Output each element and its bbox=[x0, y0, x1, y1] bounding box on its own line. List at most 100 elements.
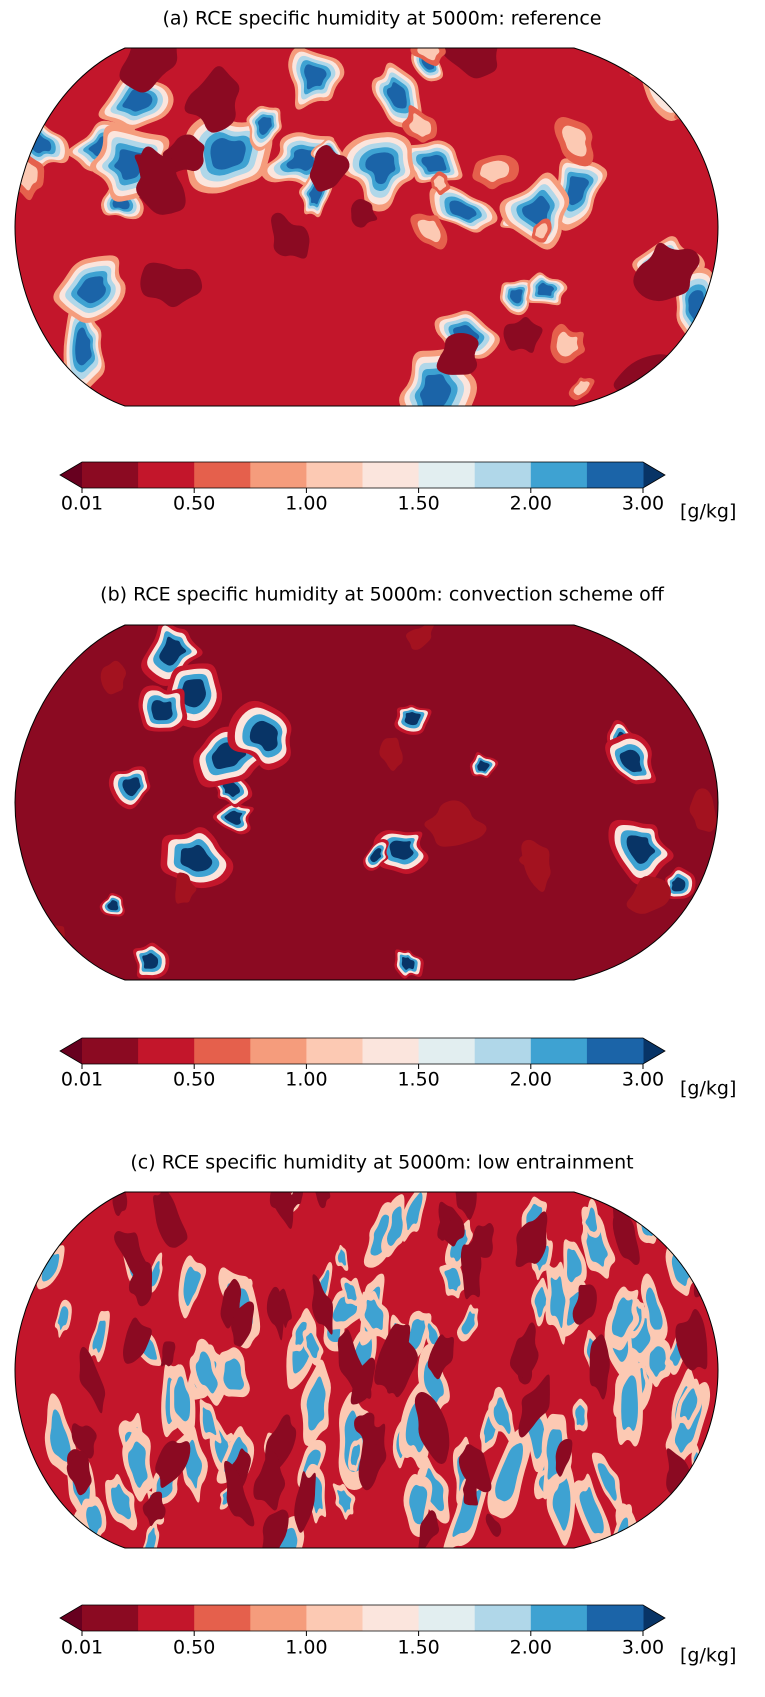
humidity-patch bbox=[52, 1526, 67, 1561]
colorbar-tick-label: 0.50 bbox=[173, 1637, 215, 1659]
humidity-patch bbox=[0, 87, 27, 112]
humidity-patch bbox=[646, 43, 684, 76]
humidity-patch bbox=[151, 700, 172, 720]
colorbar-under bbox=[60, 1605, 82, 1631]
colorbar-box bbox=[419, 1605, 476, 1631]
colorbar-box bbox=[306, 1605, 363, 1631]
colorbar-tick-label: 3.00 bbox=[622, 1637, 664, 1659]
colorbar-tick-label: 1.00 bbox=[285, 1069, 327, 1091]
humidity-patch bbox=[7, 91, 23, 105]
colorbar-box bbox=[531, 462, 588, 488]
colorbar-tick-label: 1.00 bbox=[285, 1637, 327, 1659]
colorbar-box bbox=[194, 462, 251, 488]
colorbar-tick-label: 0.01 bbox=[61, 1637, 103, 1659]
panel-title: (b) RCE specific humidity at 5000m: conv… bbox=[100, 584, 665, 606]
humidity-patch bbox=[681, 961, 700, 978]
colorbar-tick-label: 0.50 bbox=[173, 493, 215, 515]
colorbar-tick-label: 3.00 bbox=[622, 1069, 664, 1091]
humidity-patch bbox=[25, 1191, 36, 1214]
colorbar-tick-label: 1.50 bbox=[397, 493, 439, 515]
panel: (a) RCE specific humidity at 5000m: refe… bbox=[0, 7, 736, 523]
panel: (c) RCE specific humidity at 5000m: low … bbox=[15, 1152, 736, 1667]
humidity-patch bbox=[641, 1207, 657, 1236]
colorbar-tick-label: 2.00 bbox=[510, 1069, 552, 1091]
colorbar-box bbox=[306, 462, 363, 488]
colorbar-box bbox=[306, 1038, 363, 1064]
colorbar-box bbox=[82, 462, 139, 488]
humidity-patch bbox=[22, 1195, 40, 1241]
colorbar-unit: [g/kg] bbox=[680, 1078, 736, 1100]
humidity-patch bbox=[16, 1461, 38, 1496]
humidity-patch bbox=[629, 958, 684, 999]
humidity-patch bbox=[634, 962, 678, 996]
colorbar-box bbox=[194, 1605, 251, 1631]
colorbar-box bbox=[587, 462, 644, 488]
humidity-patch bbox=[674, 101, 695, 119]
colorbar-under bbox=[60, 462, 82, 488]
colorbar-box bbox=[419, 462, 476, 488]
colorbar-tick-label: 2.00 bbox=[510, 1637, 552, 1659]
colorbar-tick-label: 2.00 bbox=[510, 493, 552, 515]
colorbar-box bbox=[475, 1038, 532, 1064]
colorbar-tick-label: 0.01 bbox=[61, 1069, 103, 1091]
colorbar-box bbox=[587, 1038, 644, 1064]
humidity-patch bbox=[651, 46, 686, 88]
humidity-patch bbox=[650, 47, 680, 73]
panel-title: (c) RCE specific humidity at 5000m: low … bbox=[130, 1152, 633, 1174]
colorbar-box bbox=[138, 1605, 195, 1631]
humidity-patch bbox=[678, 105, 691, 116]
colorbar-box bbox=[363, 1038, 420, 1064]
colorbar-box bbox=[82, 1038, 139, 1064]
humidity-patch bbox=[624, 959, 671, 993]
colorbar-unit: [g/kg] bbox=[680, 1645, 736, 1667]
page: (a) RCE specific humidity at 5000m: refe… bbox=[0, 0, 765, 1697]
humidity-patch bbox=[68, 1524, 87, 1578]
colorbar-under bbox=[60, 1038, 82, 1064]
humidity-patch bbox=[642, 39, 688, 79]
colorbar-box bbox=[363, 462, 420, 488]
colorbar-box bbox=[531, 1038, 588, 1064]
colorbar-box bbox=[194, 1038, 251, 1064]
humidity-patch bbox=[3, 89, 25, 109]
colorbar-box bbox=[82, 1605, 139, 1631]
humidity-patch bbox=[639, 966, 673, 992]
humidity-patch bbox=[0, 85, 30, 116]
humidity-patch bbox=[636, 1198, 661, 1244]
colorbar-box bbox=[138, 462, 195, 488]
colorbar-over bbox=[643, 1605, 665, 1631]
humidity-patch bbox=[709, 1513, 725, 1544]
colorbar-box bbox=[531, 1605, 588, 1631]
humidity-patch bbox=[654, 51, 676, 70]
humidity-patch bbox=[632, 964, 665, 988]
colorbar-tick-label: 0.50 bbox=[173, 1069, 215, 1091]
colorbar-tick-label: 1.50 bbox=[397, 1637, 439, 1659]
panel-title: (a) RCE specific humidity at 5000m: refe… bbox=[162, 8, 601, 30]
humidity-patch bbox=[644, 38, 691, 96]
colorbar-unit: [g/kg] bbox=[680, 501, 736, 523]
humidity-patch bbox=[25, 1204, 36, 1233]
colorbar-box bbox=[587, 1605, 644, 1631]
colorbar-box bbox=[419, 1038, 476, 1064]
colorbar-tick-label: 3.00 bbox=[622, 493, 664, 515]
humidity-patch bbox=[674, 1195, 687, 1222]
humidity-patch bbox=[22, 1183, 39, 1220]
humidity-patch bbox=[634, 63, 649, 78]
colorbar-tick-label: 1.50 bbox=[397, 1069, 439, 1091]
colorbar-box bbox=[250, 1605, 307, 1631]
panel: (b) RCE specific humidity at 5000m: conv… bbox=[2, 584, 737, 1100]
colorbar-box bbox=[475, 1605, 532, 1631]
colorbar-box bbox=[250, 1038, 307, 1064]
colorbar-box bbox=[363, 1605, 420, 1631]
colorbar-over bbox=[643, 1038, 665, 1064]
colorbar-tick-label: 1.00 bbox=[285, 493, 327, 515]
humidity-patch bbox=[638, 36, 692, 84]
colorbar-over bbox=[643, 462, 665, 488]
colorbar-box bbox=[138, 1038, 195, 1064]
humidity-patch bbox=[0, 82, 32, 118]
figure: (a) RCE specific humidity at 5000m: refe… bbox=[0, 0, 765, 1697]
humidity-patch bbox=[643, 970, 667, 988]
colorbar-box bbox=[250, 462, 307, 488]
humidity-patch bbox=[2, 659, 41, 689]
colorbar-box bbox=[475, 462, 532, 488]
humidity-patch bbox=[671, 1187, 692, 1231]
